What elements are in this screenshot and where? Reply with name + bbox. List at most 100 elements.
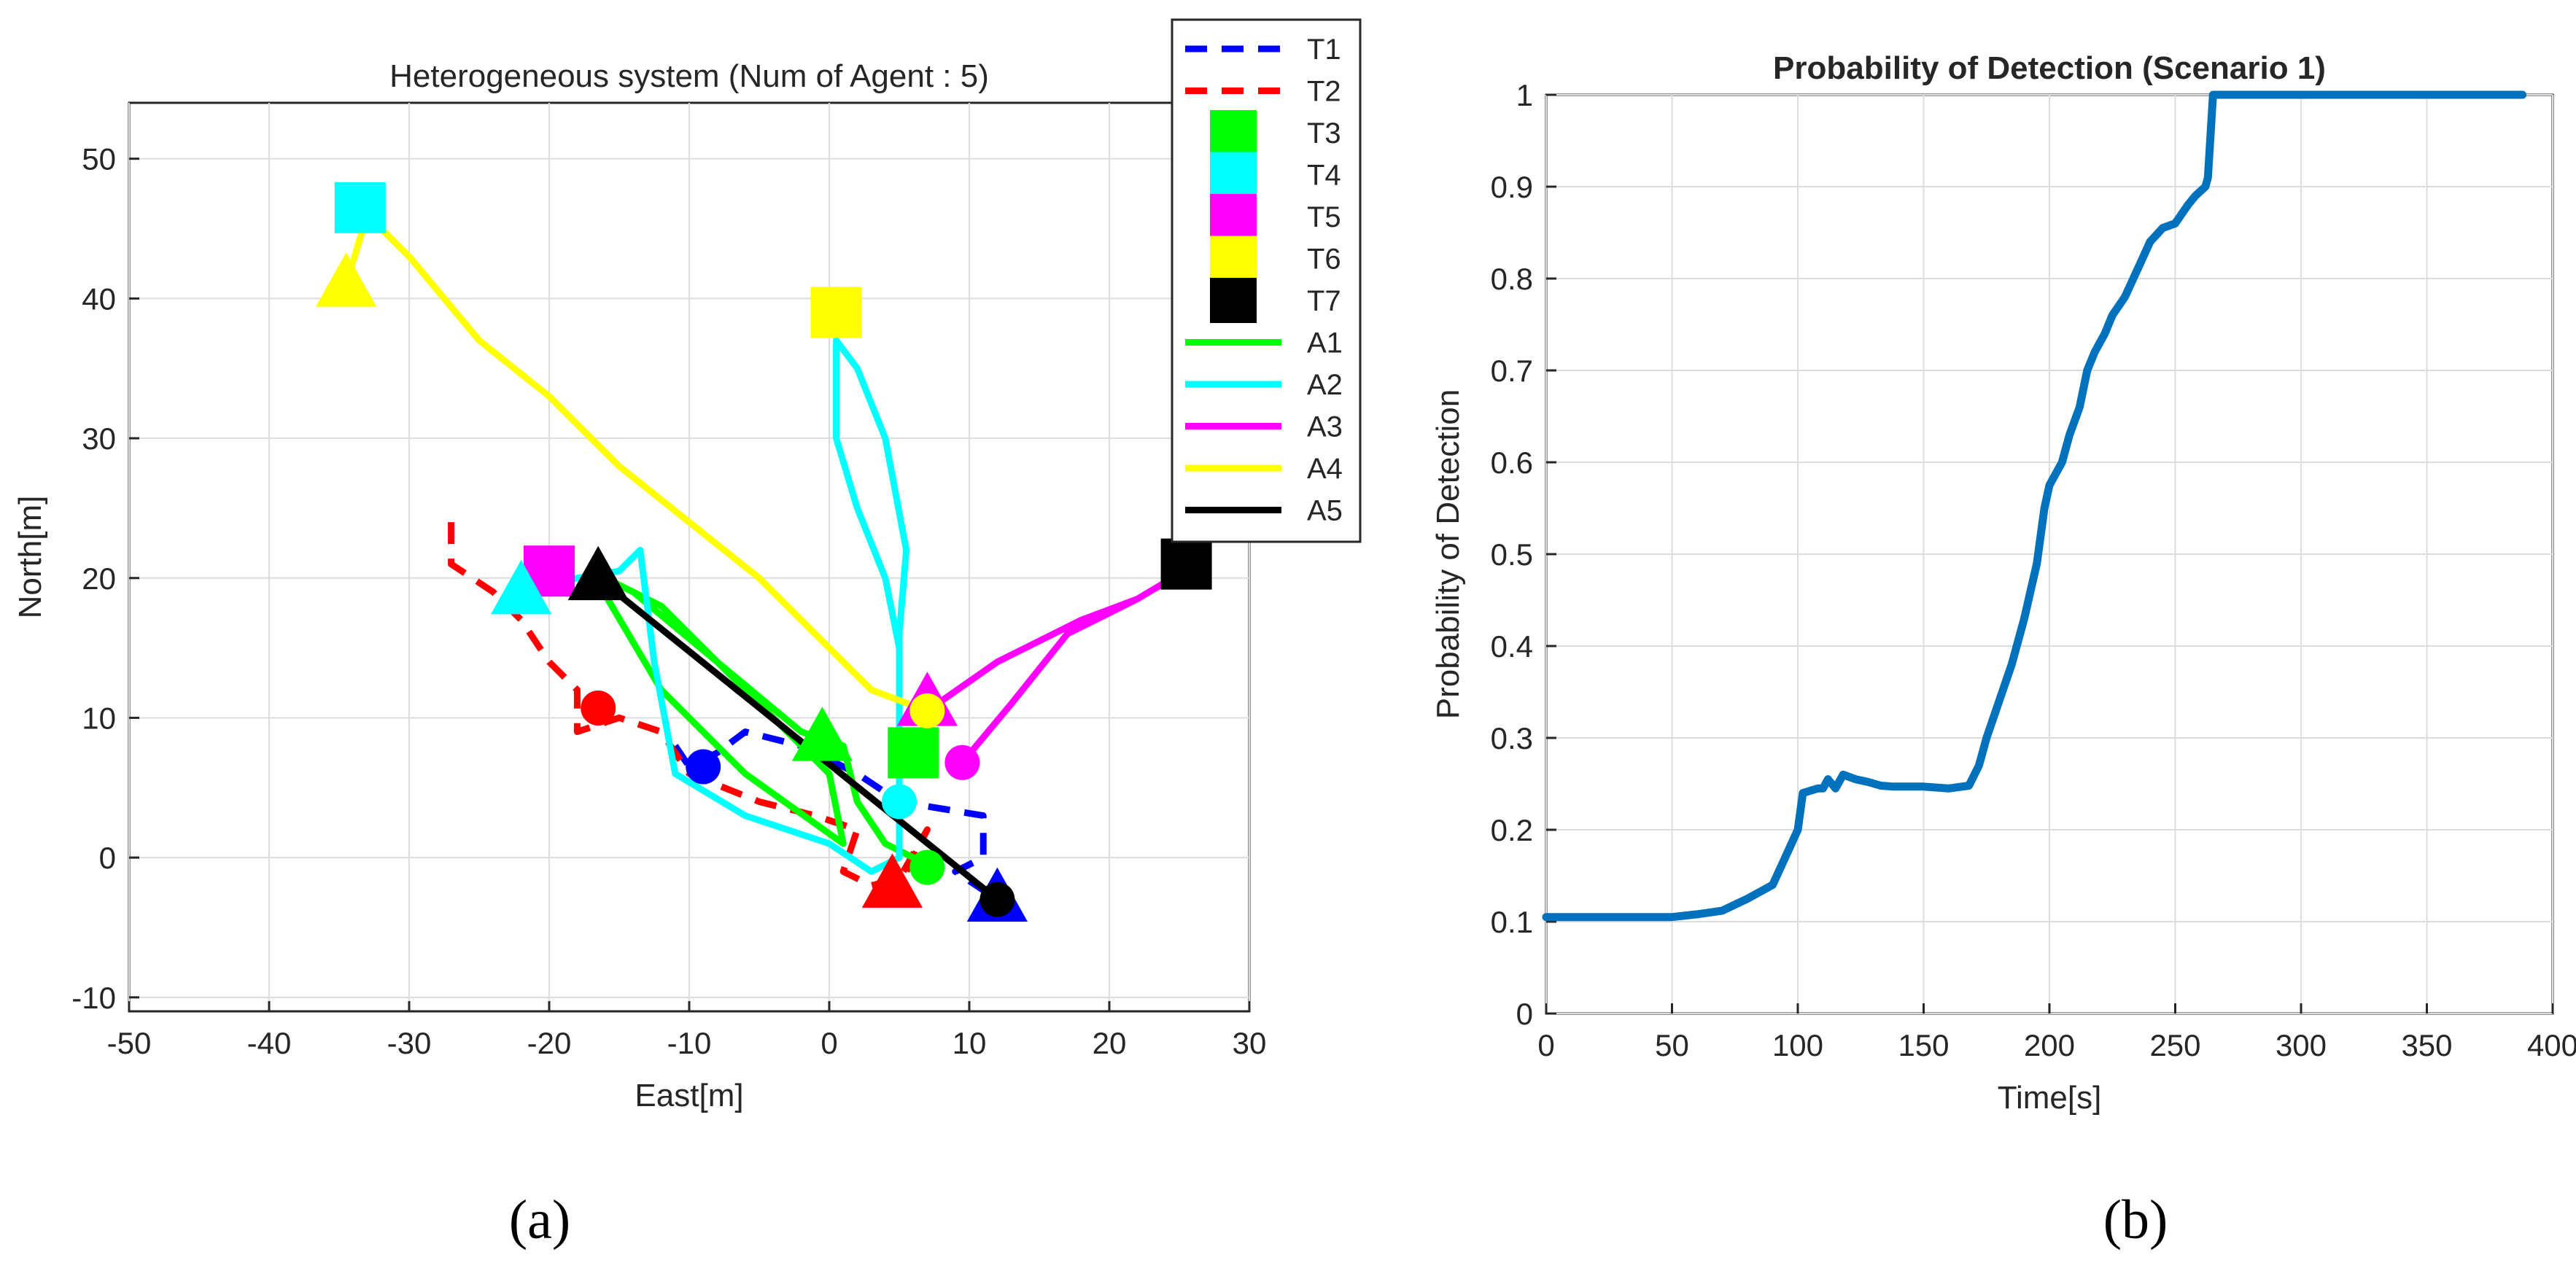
t2-triangle-marker [861,853,923,908]
legend-item-a5: A5 [1185,495,1343,527]
legend-item-t5: T5 [1210,194,1341,239]
legend-label: A5 [1307,495,1343,527]
legend-swatch [1210,236,1257,281]
target-t6-square [810,287,862,338]
a2-triangle-marker [490,559,552,615]
x-tick-label: 200 [2024,1028,2075,1062]
y-tick-label: 0.5 [1491,537,1533,572]
agent-a4-path [343,211,931,715]
chart-a-ylabel: North[m] [12,496,48,619]
legend-label: T3 [1307,117,1341,149]
y-tick-label: 30 [82,421,116,456]
t2-circle-marker [581,691,616,726]
x-tick-label: -30 [387,1026,432,1060]
panel-label-b: (b) [2103,1189,2168,1251]
x-tick-label: 0 [1537,1028,1554,1062]
legend-item-t4: T4 [1210,152,1341,198]
y-tick-label: 50 [82,142,116,176]
legend-item-t2: T2 [1185,76,1341,108]
chart-b: 0 50 100 150 200 250 300 350 400 0 0.1 0.2 0.3 0.4 0.5… [1430,50,2576,1116]
y-tick-label: 0.8 [1491,262,1533,296]
x-tick-label: 250 [2149,1028,2200,1062]
a1-triangle-marker [791,707,853,761]
legend-label: A2 [1307,369,1343,401]
y-tick-label: 0 [1516,997,1533,1031]
x-tick-label: 30 [1233,1026,1267,1060]
panel-label-a: (a) [509,1189,570,1251]
y-tick-label: 0.4 [1491,629,1533,664]
chart-b-title: Probability of Detection (Scenario 1) [1773,50,2326,86]
y-tick-label: 40 [82,281,116,316]
chart-a: -50 -40 -30 -20 -10 0 10 20 30 -10 0 10 20 30 40 50 Het… [12,18,1362,1113]
a4-triangle-marker [315,252,377,307]
x-tick-label: 150 [1898,1028,1949,1062]
chart-a-xlabel: East[m] [635,1078,743,1113]
y-tick-label: 0.1 [1491,905,1533,939]
legend-item-a4: A4 [1185,453,1343,485]
chart-a-markers [315,182,1212,922]
probability-series-line [1542,90,2527,922]
agent-a2-path [518,337,910,875]
legend-swatch [1210,194,1257,239]
legend-swatch [1210,152,1257,198]
legend-swatch [1210,110,1257,155]
y-tick-label: 0.6 [1491,446,1533,480]
legend-label: A3 [1307,411,1343,443]
target-t7-square [1160,538,1212,590]
agent-a3-path [923,575,1176,766]
legend-item-t6: T6 [1210,236,1341,281]
legend-label: A4 [1307,453,1343,485]
y-tick-label: -10 [71,981,116,1015]
legend-item-t3: T3 [1210,110,1341,155]
x-tick-label: 300 [2276,1028,2327,1062]
legend-swatch [1210,278,1257,323]
y-tick-label: 10 [82,701,116,735]
legend-item-a3: A3 [1185,411,1343,443]
legend-item-a2: A2 [1185,369,1343,401]
y-tick-label: 20 [82,561,116,596]
legend-box [1171,18,1362,543]
y-tick-label: 0 [99,841,116,875]
x-tick-label: 400 [2527,1028,2576,1062]
t1-circle-marker [686,749,721,785]
chart-a-ticks: -50 -40 -30 -20 -10 0 10 20 30 -10 0 10 20 30 40 50 [71,142,1266,1060]
a1-circle-marker [909,849,945,885]
a4-circle-marker [909,693,945,728]
legend-label: T4 [1307,160,1341,192]
target-t3-square [888,727,939,779]
x-tick-label: 10 [953,1026,987,1060]
y-tick-label: 0.9 [1491,170,1533,204]
y-tick-label: 0.7 [1491,354,1533,388]
legend-label: T5 [1307,201,1341,233]
x-tick-label: 100 [1772,1028,1823,1062]
chart-b-ylabel: Probability of Detection [1430,389,1466,719]
chart-b-series [1542,90,2527,922]
x-tick-label: 50 [1655,1028,1689,1062]
legend-label: T2 [1307,76,1341,108]
y-tick-label: 0.2 [1491,813,1533,847]
x-tick-label: 0 [820,1026,837,1060]
chart-a-grid [128,103,1250,1011]
legend-label: T7 [1307,285,1341,317]
legend-item-t7: T7 [1210,278,1341,323]
x-tick-label: -20 [527,1026,572,1060]
y-tick-label: 0.3 [1491,721,1533,755]
chart-a-series [343,211,1176,903]
chart-a-legend: T1 T2 T3 T4 T5 T6 T7 A1 A2 A3 A4 A5 [1171,18,1362,543]
x-tick-label: 350 [2401,1028,2452,1062]
chart-a-title: Heterogeneous system (Num of Agent : 5) [389,58,989,94]
legend-item-t1: T1 [1185,34,1341,66]
chart-b-ticks: 0 50 100 150 200 250 300 350 400 0 0.1 0.2 0.3 0.4 0.5… [1491,78,2576,1062]
a3-circle-marker [944,744,980,780]
legend-label: T1 [1307,34,1341,66]
chart-b-grid [1545,94,2553,1014]
chart-b-xlabel: Time[s] [1998,1080,2102,1116]
x-tick-label: -40 [247,1026,292,1060]
x-tick-label: 20 [1093,1026,1127,1060]
a5-circle-marker [979,882,1015,917]
a5-triangle-marker [567,545,629,601]
legend-label: A1 [1307,327,1343,359]
x-tick-label: -10 [667,1026,712,1060]
x-tick-label: -50 [107,1026,152,1060]
